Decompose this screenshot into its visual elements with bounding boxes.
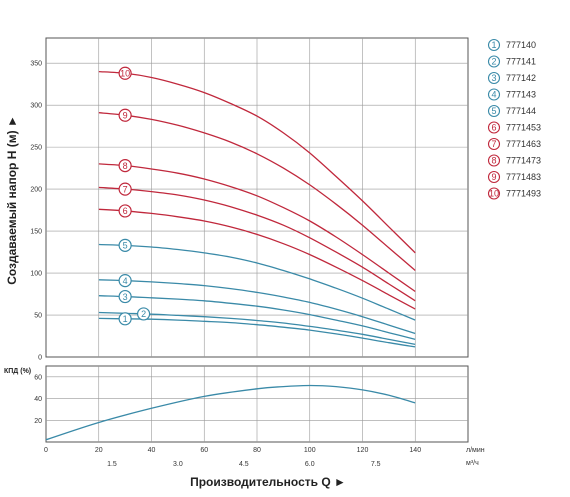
legend-entry-777140: 777140 <box>506 40 536 50</box>
legend-marker-label: 10 <box>489 189 499 199</box>
x2-tick-label: 4.5 <box>239 461 249 468</box>
legend-marker <box>487 88 501 101</box>
head-y-tick-label: 100 <box>30 271 42 278</box>
head-curve-6 <box>98 208 416 310</box>
curve-marker-label: 9 <box>123 110 128 120</box>
legend-entry-7771493: 7771493 <box>506 189 541 199</box>
x2-unit-label: м³/ч <box>466 460 479 467</box>
legend-marker <box>487 154 501 167</box>
x2-tick-label: 1.5 <box>107 461 117 468</box>
legend-marker <box>487 38 501 52</box>
legend-marker <box>487 121 501 134</box>
legend-entry-7771453: 7771453 <box>506 123 541 133</box>
efficiency-chart-ticks: 0 20 40 60 80 100 120 140 20 40 60 1.5 3.0 4.5 6.0 7.5 <box>34 374 421 468</box>
head-curve-2 <box>98 311 416 346</box>
head-y-tick-label: 300 <box>30 103 42 110</box>
x-tick-label: 140 <box>409 447 421 454</box>
x-unit-label: л/мин <box>466 447 485 454</box>
curve-marker-label: 3 <box>123 292 128 302</box>
legend-marker-label: 5 <box>491 106 496 116</box>
x-tick-label: 20 <box>95 447 103 454</box>
efficiency-curves <box>45 384 416 441</box>
legend-entry-7771473: 7771473 <box>506 156 541 166</box>
x2-tick-label: 3.0 <box>173 461 183 468</box>
head-y-tick-label: 200 <box>30 187 42 194</box>
curve-markers: 1 2 3 4 5 6 7 8 9 10 <box>118 66 151 326</box>
head-y-tick-label: 250 <box>30 145 42 152</box>
x-tick-label: 80 <box>253 447 261 454</box>
curve-marker-label: 10 <box>120 68 130 78</box>
curve-marker-2 <box>136 307 151 321</box>
legend-marker <box>487 187 501 200</box>
legend-entry-7771483: 7771483 <box>506 172 541 182</box>
head-curve-10 <box>98 70 416 254</box>
legend-marker-label: 1 <box>491 40 496 50</box>
y-axis-title: Создаваемый напор H (м) ► <box>5 115 19 285</box>
x-tick-label: 60 <box>200 447 208 454</box>
x-axis-title: Производительность Q ► <box>190 475 346 489</box>
legend-marker <box>487 104 501 118</box>
efficiency-axis-title: КПД (%) <box>4 368 31 375</box>
efficiency-curve <box>45 384 416 441</box>
legend-marker <box>487 71 501 85</box>
x-tick-label: 120 <box>357 447 369 454</box>
head-y-tick-label: 150 <box>30 229 42 236</box>
legend-entry-777143: 777143 <box>506 90 536 100</box>
curve-marker-4 <box>118 274 132 288</box>
curve-marker-label: 1 <box>123 314 128 324</box>
legend-entry-7771463: 7771463 <box>506 139 541 149</box>
legend-marker-label: 9 <box>491 172 496 182</box>
head-chart-ticks: 0 50 100 150 200 250 300 350 <box>30 61 42 362</box>
curve-marker-label: 2 <box>141 309 146 319</box>
head-y-tick-label: 350 <box>30 61 42 68</box>
head-curve-9 <box>98 112 416 271</box>
x2-tick-label: 7.5 <box>371 461 381 468</box>
curve-marker-10 <box>118 66 132 80</box>
legend-marker-label: 8 <box>491 156 496 166</box>
curve-marker-8 <box>118 159 132 173</box>
legend-entry-777142: 777142 <box>506 73 536 83</box>
head-chart-grid <box>45 37 469 358</box>
x-tick-label: 100 <box>304 447 316 454</box>
curve-marker-7 <box>118 182 132 196</box>
efficiency-chart-grid <box>45 365 469 443</box>
head-curve-4 <box>98 279 416 335</box>
head-curve-1 <box>98 317 416 348</box>
legend-entry-777144: 777144 <box>506 106 536 116</box>
curve-marker-3 <box>118 289 132 304</box>
efficiency-y-tick-label: 60 <box>34 374 42 381</box>
legend-marker <box>487 137 501 151</box>
x2-tick-label: 6.0 <box>305 461 315 468</box>
curve-marker-9 <box>118 108 132 122</box>
legend-marker-label: 2 <box>491 57 496 67</box>
curve-marker-label: 4 <box>123 276 128 286</box>
curve-marker-label: 5 <box>123 241 128 251</box>
curve-marker-label: 7 <box>123 184 128 194</box>
head-curve-3 <box>98 295 416 341</box>
legend-entry-777141: 777141 <box>506 57 536 67</box>
head-y-tick-label: 50 <box>34 313 42 320</box>
legend-marker <box>487 170 501 184</box>
curve-marker-5 <box>118 238 132 252</box>
legend-marker-label: 3 <box>491 73 496 83</box>
efficiency-y-tick-label: 40 <box>34 396 42 403</box>
efficiency-y-tick-label: 20 <box>34 418 42 425</box>
head-curves <box>98 70 416 348</box>
legend: 1 777140 2 777141 3 777142 4 777143 5 777144 6 7771… <box>487 38 541 200</box>
legend-marker <box>487 55 501 68</box>
head-curve-5 <box>98 243 416 321</box>
legend-marker-label: 6 <box>491 123 496 133</box>
curve-marker-6 <box>118 204 132 218</box>
curve-marker-label: 6 <box>123 206 128 216</box>
curve-marker-label: 8 <box>123 161 128 171</box>
legend-marker-label: 7 <box>491 139 496 149</box>
x-tick-label: 0 <box>44 447 48 454</box>
curve-marker-1 <box>118 312 132 326</box>
head-curve-8 <box>98 163 416 293</box>
head-y-tick-label: 0 <box>38 355 42 362</box>
head-curve-7 <box>98 186 416 302</box>
legend-marker-label: 4 <box>491 90 496 100</box>
x-tick-label: 40 <box>148 447 156 454</box>
